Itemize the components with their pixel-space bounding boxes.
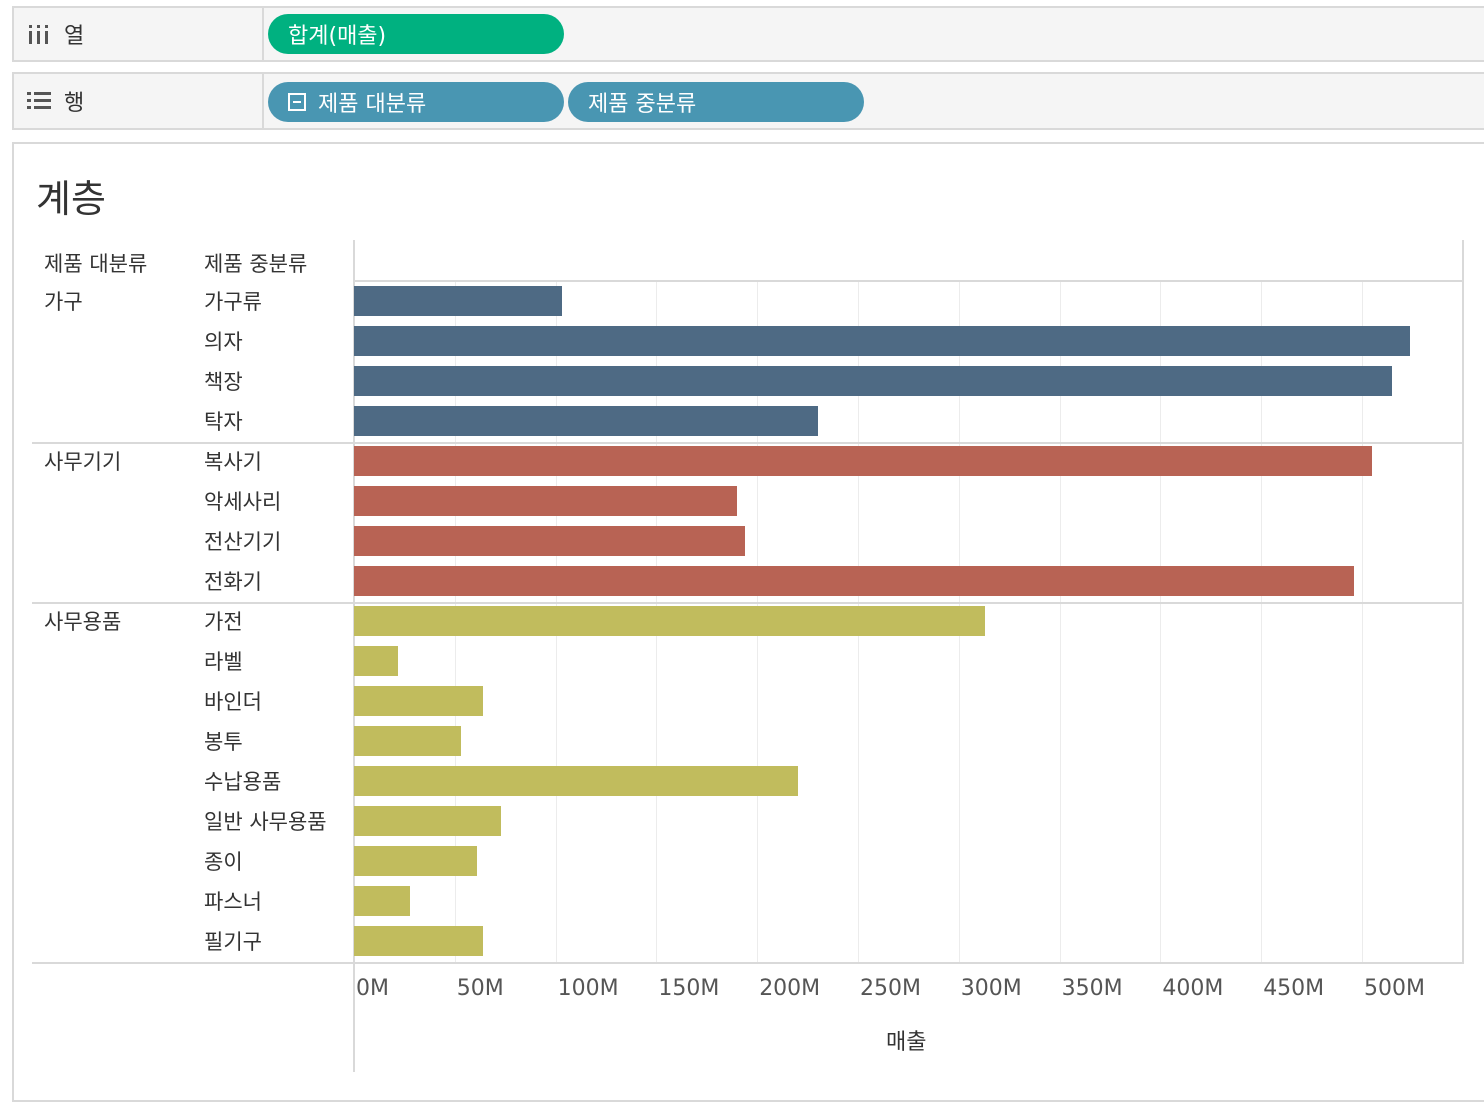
x-tick-label: 0M: [356, 976, 389, 1001]
subcategory-label: 전산기기: [204, 530, 282, 554]
x-tick-label: 100M: [557, 976, 619, 1001]
subcategory-label: 종이: [204, 850, 243, 874]
category-label: 가구: [44, 290, 83, 314]
row-header-category: 제품 대분류: [44, 252, 148, 276]
dimension-pill-category[interactable]: 제품 대분류: [268, 82, 564, 122]
x-tick-label: 300M: [960, 976, 1022, 1001]
row-header-subcategory: 제품 중분류: [204, 252, 308, 276]
columns-shelf-title: 열: [64, 24, 85, 49]
subcategory-label: 전화기: [204, 570, 262, 594]
pane-right-border: [1462, 240, 1464, 962]
x-tick-label: 200M: [759, 976, 821, 1001]
subcategory-label: 가구류: [204, 290, 262, 314]
subcategory-label: 악세사리: [204, 490, 282, 514]
group-divider: [32, 442, 1464, 444]
header-divider: [354, 280, 1462, 282]
subcategory-label: 책장: [204, 370, 243, 394]
columns-shelf-label: 열: [14, 8, 264, 60]
x-tick-label: 50M: [456, 976, 504, 1001]
dimension-pill-label: 제품 중분류: [588, 92, 697, 117]
bar: [354, 286, 562, 316]
sheet-title: 계층: [36, 177, 106, 221]
subcategory-label: 라벨: [204, 650, 243, 674]
collapse-hierarchy-icon[interactable]: [288, 93, 306, 111]
category-label: 사무기기: [44, 450, 122, 474]
rows-icon: [26, 88, 52, 114]
bar: [354, 686, 484, 716]
subcategory-label: 탁자: [204, 410, 243, 434]
measure-pill-sum-sales[interactable]: 합계(매출): [268, 14, 564, 54]
subcategory-label: 봉투: [204, 730, 243, 754]
bar: [354, 446, 1373, 476]
rows-shelf-label: 행: [14, 74, 264, 128]
subcategory-label: 파스너: [204, 890, 262, 914]
bar: [354, 726, 461, 756]
bar: [354, 486, 738, 516]
category-label: 사무용품: [44, 610, 122, 634]
x-axis-title: 매출: [886, 1030, 927, 1055]
rows-shelf-title: 행: [64, 91, 85, 116]
bar: [354, 526, 746, 556]
bar: [354, 646, 399, 676]
columns-shelf: 열 합계(매출): [12, 6, 1484, 62]
group-divider: [32, 962, 1464, 964]
bar: [354, 886, 411, 916]
bar: [354, 326, 1411, 356]
measure-pill-label: 합계(매출): [288, 24, 387, 49]
bar: [354, 366, 1393, 396]
x-tick-label: 150M: [658, 976, 720, 1001]
x-gridline: [1059, 282, 1061, 962]
dimension-pill-label: 제품 대분류: [318, 92, 427, 117]
subcategory-label: 수납용품: [204, 770, 282, 794]
subcategory-label: 의자: [204, 330, 243, 354]
bar: [354, 846, 477, 876]
subcategory-label: 일반 사무용품: [204, 810, 327, 834]
x-tick-label: 500M: [1364, 976, 1425, 1001]
bar: [354, 766, 798, 796]
bar: [354, 406, 818, 436]
group-divider: [32, 602, 1464, 604]
bar: [354, 606, 985, 636]
bar: [354, 806, 502, 836]
rows-shelf: 행 제품 대분류 제품 중분류: [12, 72, 1484, 130]
subcategory-label: 바인더: [204, 690, 262, 714]
x-tick-label: 400M: [1162, 976, 1224, 1001]
subcategory-label: 복사기: [204, 450, 262, 474]
x-gridline: [1362, 282, 1363, 962]
dimension-pill-subcategory[interactable]: 제품 중분류: [568, 82, 864, 122]
bar: [354, 566, 1354, 596]
subcategory-label: 가전: [204, 610, 243, 634]
x-tick-label: 250M: [860, 976, 921, 1001]
x-gridline: [1261, 282, 1263, 962]
subcategory-label: 필기구: [204, 930, 262, 954]
columns-icon: [26, 21, 52, 47]
bar: [354, 926, 484, 956]
x-tick-label: 350M: [1061, 976, 1123, 1001]
x-gridline: [1160, 282, 1162, 962]
x-tick-label: 450M: [1263, 976, 1325, 1001]
